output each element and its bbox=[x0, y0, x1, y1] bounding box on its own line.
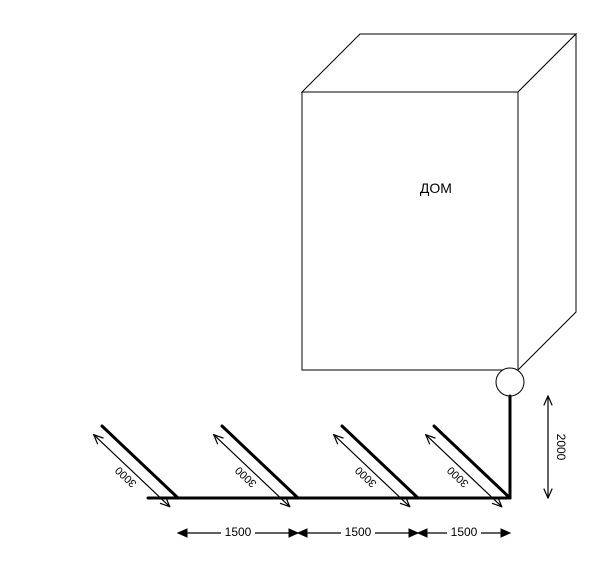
bottom-dim-label: 1500 bbox=[225, 525, 252, 539]
well bbox=[496, 368, 524, 396]
bottom-dims: 1500 1500 1500 bbox=[178, 525, 510, 541]
right-dim-label: 2000 bbox=[554, 434, 568, 461]
bottom-dim-label: 1500 bbox=[451, 525, 478, 539]
bottom-dim-label: 1500 bbox=[345, 525, 372, 539]
house-box: ДОМ bbox=[302, 34, 576, 370]
house-label: ДОМ bbox=[420, 180, 452, 196]
well-circle bbox=[496, 368, 524, 396]
